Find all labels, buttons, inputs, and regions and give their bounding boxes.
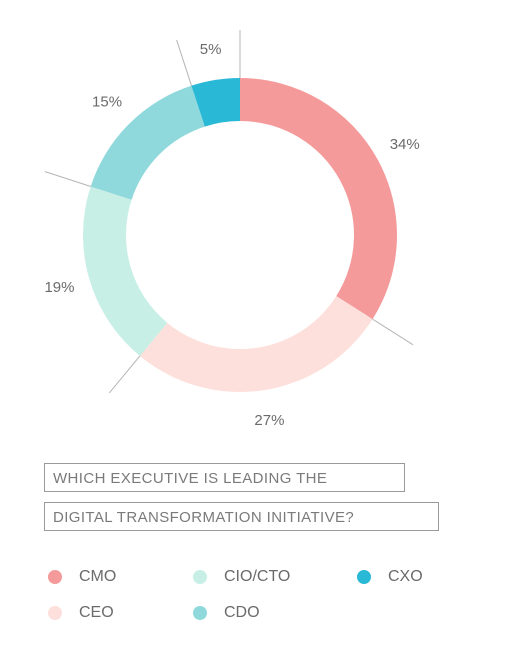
slice-cio-cto [83,186,168,356]
legend-label-cxo: CXO [388,568,423,585]
legend-item-cio-cto: CIO/CTO [193,566,290,588]
slice-label-cdo: 15% [92,94,122,111]
slice-cxo [191,78,240,127]
slice-label-cxo: 5% [200,41,222,58]
slice-ceo [139,296,373,392]
leader-line [366,314,414,346]
legend-swatch-ceo [48,606,62,620]
legend-item-cmo: CMO [48,566,116,588]
leader-line [44,171,98,190]
legend-swatch-cmo [48,570,62,584]
legend-label-ceo: CEO [79,604,114,621]
slice-labels: 34% 27% 19% 15% 5% [44,41,419,429]
chart-title-line-1: WHICH EXECUTIVE IS LEADING THE [44,463,405,492]
legend-item-cdo: CDO [193,602,260,624]
leader-line [108,350,145,394]
legend-item-cxo: CXO [357,566,423,588]
slice-label-cmo: 34% [390,136,420,153]
legend-item-ceo: CEO [48,602,114,624]
legend-swatch-cxo [357,570,371,584]
chart-title-line-2: DIGITAL TRANSFORMATION INITIATIVE? [44,502,439,531]
leader-lines [44,30,414,394]
legend-label-cio-cto: CIO/CTO [224,568,291,585]
legend-label-cmo: CMO [79,568,117,585]
donut-slices [83,78,398,392]
legend-swatch-cio-cto [193,570,207,584]
legend-swatch-cdo [193,606,207,620]
slice-label-cio-cto: 19% [44,279,74,296]
legend-label-cdo: CDO [224,604,260,621]
slice-label-ceo: 27% [254,412,284,429]
leader-line [176,39,195,93]
donut-chart: 34% 27% 19% 15% 5% [44,30,420,429]
slice-cdo [90,85,205,200]
slice-cmo [240,78,398,320]
